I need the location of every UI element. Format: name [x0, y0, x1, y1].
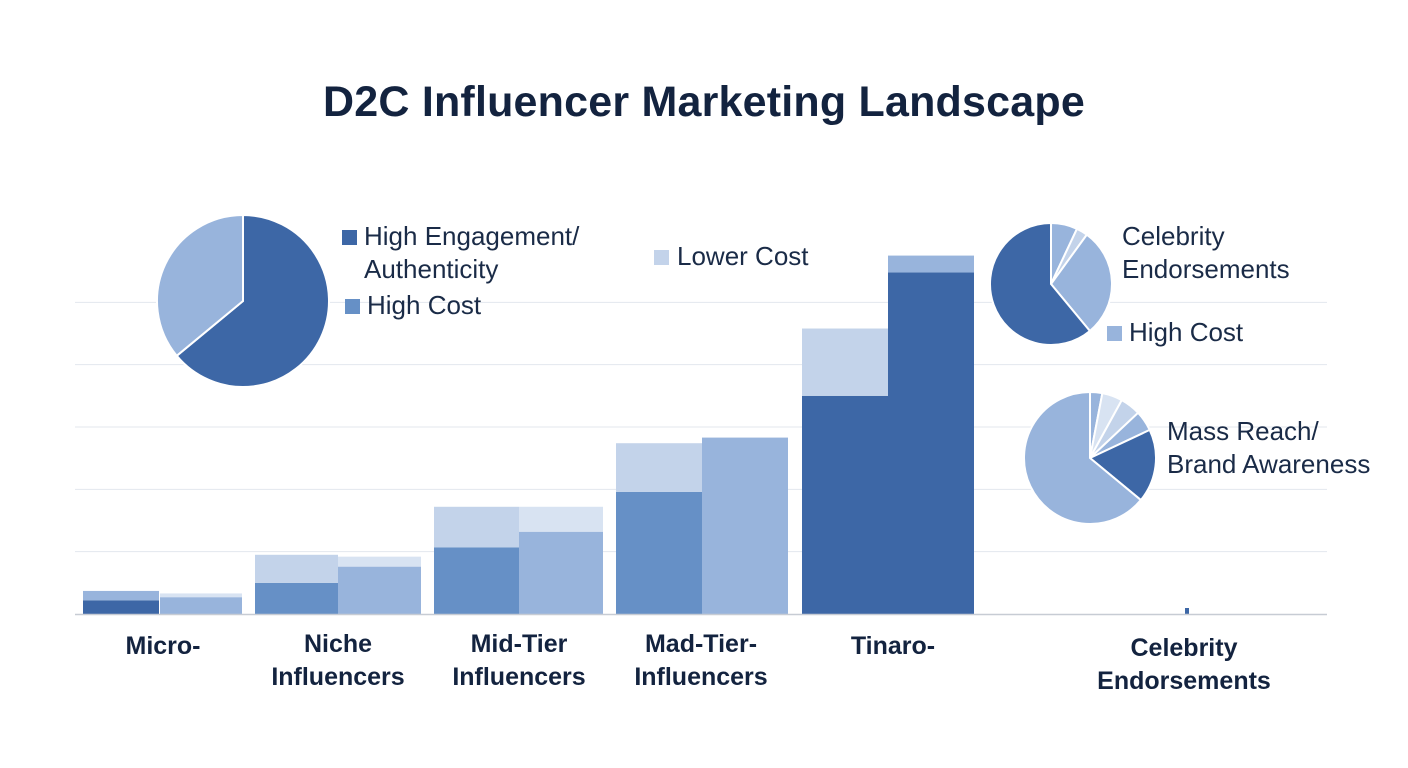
x-tick-label-micro: Micro- — [125, 632, 201, 660]
bar-segment-top — [519, 506, 603, 532]
x-tick-label-niche: Niche Influencers — [271, 630, 405, 691]
legend-label-high-cost-2: High Cost — [1129, 317, 1244, 347]
bar-segment-top — [434, 506, 519, 548]
x-tick-label-tinaro: Tinaro- — [850, 632, 936, 660]
legend-swatch-high-engagement — [342, 230, 357, 245]
pie-celebrity-slice-2 — [1049, 233, 1113, 333]
pie-reach-slice-4 — [1088, 428, 1157, 502]
bar-segment-base — [338, 566, 421, 614]
legend-label-mass-reach: Mass Reach/ Brand Awareness — [1167, 416, 1371, 479]
legend-label-celebrity: Celebrity Endorsements — [1122, 221, 1290, 284]
bar-segment-base — [616, 491, 702, 614]
bar-segment-top — [255, 554, 338, 583]
pie-reach-slice-5 — [1023, 390, 1143, 525]
pie-engagement-slice-0 — [175, 213, 330, 388]
pie-celebrity-slice-3 — [989, 221, 1092, 346]
legend-swatch-high-cost-2 — [1107, 326, 1122, 341]
bar-segment-top — [802, 328, 888, 396]
bar-segment-base — [702, 437, 788, 614]
chart-title: D2C Influencer Marketing Landscape — [323, 78, 1085, 126]
bar-segment-base — [888, 272, 974, 614]
pie-engagement-slice-1 — [156, 213, 244, 358]
x-tick-label-mad-tier: Mad-Tier- Influencers — [634, 630, 768, 691]
legend-label-high-cost-1: High Cost — [367, 290, 482, 320]
bar-segment-base — [255, 582, 338, 614]
bar-segment-base — [434, 547, 519, 614]
bar-segment-top — [160, 593, 242, 598]
bar-segment-base — [519, 531, 603, 614]
legend-label-high-engagement: High Engagement/ Authenticity — [364, 221, 580, 284]
bar-segment-top — [616, 443, 702, 492]
bar-segment-base — [160, 597, 242, 614]
legend-swatch-high-cost-1 — [345, 299, 360, 314]
x-tick-label-celebrity: Celebrity Endorsements — [1097, 634, 1271, 695]
bar-celebrity-marker — [1185, 608, 1189, 614]
bar-segment-top — [338, 556, 421, 567]
bar-segment-top — [83, 590, 159, 601]
legend-swatch-lower-cost — [654, 250, 669, 265]
legend-label-lower-cost: Lower Cost — [677, 241, 809, 271]
bar-segment-base — [802, 395, 888, 614]
bar-segment-base — [83, 600, 159, 614]
x-tick-label-mid-tier: Mid-Tier Influencers — [452, 630, 586, 691]
bar-segment-top — [888, 255, 974, 273]
